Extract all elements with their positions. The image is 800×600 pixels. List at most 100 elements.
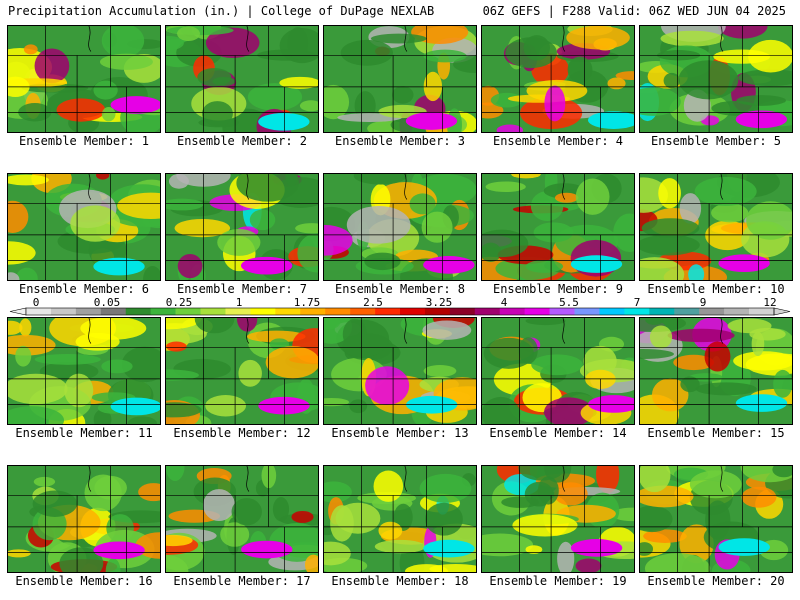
member-map-panel: [323, 465, 477, 573]
state-boundaries: [166, 26, 318, 132]
member-map-panel: [7, 465, 161, 573]
state-boundaries: [8, 26, 160, 132]
colorbar-segment: [300, 308, 326, 315]
member-label: Ensemble Member: 5: [650, 134, 782, 148]
precip-blob: [105, 558, 121, 572]
precip-blob: [247, 83, 303, 111]
precip-blob: [423, 49, 467, 63]
member-map-panel: [639, 317, 793, 425]
colorbar-segment: [100, 308, 127, 315]
heavy-precip-band: [110, 96, 160, 114]
state-boundaries: [640, 318, 792, 424]
colorbar-segment: [225, 308, 251, 315]
colorbar-tick-label: 0.25: [166, 296, 193, 309]
heavy-precip-band: [258, 112, 310, 131]
precip-field-map: [640, 318, 792, 424]
precip-blob: [205, 27, 260, 58]
precip-blob: [483, 337, 534, 369]
precip-blob: [272, 497, 290, 522]
precip-blob: [166, 402, 202, 418]
precip-blob: [393, 503, 413, 531]
precip-blob: [236, 174, 299, 202]
precip-blob: [679, 193, 702, 224]
precip-blob: [419, 473, 472, 503]
precip-blob: [304, 554, 318, 572]
precip-blob: [143, 265, 160, 280]
member-label: Ensemble Member: 16: [15, 574, 153, 588]
precip-blob: [640, 349, 674, 360]
member-map-panel: [165, 317, 319, 425]
precip-blob: [364, 252, 401, 271]
precip-blob: [423, 71, 443, 102]
member-map-panel: [639, 25, 793, 133]
heavy-precip-band: [405, 112, 458, 130]
precip-blob: [424, 502, 463, 536]
colorbar-left-arrow: [9, 307, 27, 316]
state-boundaries: [324, 26, 476, 132]
precip-blob: [138, 483, 160, 502]
colorbar-tick-label: 1.75: [294, 296, 321, 309]
colorbar-tick-label: 3.25: [426, 296, 453, 309]
heavy-precip-band: [735, 394, 788, 412]
precip-field-map: [166, 174, 318, 280]
state-boundaries: [640, 174, 792, 280]
precip-blob: [99, 53, 153, 70]
precip-blob: [736, 95, 786, 106]
heavy-precip-band: [588, 111, 634, 129]
heavy-precip-band: [241, 540, 293, 559]
state-boundaries: [640, 466, 792, 572]
precip-blob: [615, 71, 634, 80]
heavy-precip-band: [735, 110, 788, 129]
precip-blob: [663, 72, 680, 89]
precip-blob: [373, 470, 404, 502]
precip-blob: [342, 318, 367, 350]
precip-blob: [640, 234, 700, 256]
colorbar-segment: [499, 308, 525, 315]
heavy-precip-band: [423, 539, 475, 558]
colorbar-segment: [200, 308, 226, 315]
member-label: Ensemble Member: 20: [647, 574, 785, 588]
member-label: Ensemble Member: 12: [173, 426, 311, 440]
member-label: Ensemble Member: 11: [15, 426, 153, 440]
colorbar-tick-label: 0: [33, 296, 40, 309]
precip-blob: [482, 533, 534, 557]
heavy-precip-band: [588, 395, 634, 413]
precip-blob: [287, 27, 309, 60]
precip-blob: [531, 354, 583, 376]
precip-blob: [75, 332, 120, 351]
precip-blob: [673, 354, 715, 371]
member-label: Ensemble Member: 13: [331, 426, 469, 440]
precip-blob: [295, 223, 318, 234]
precip-blob: [640, 87, 681, 116]
precip-blob: [733, 351, 792, 371]
precip-blob: [291, 510, 314, 523]
member-map-panel: [7, 317, 161, 425]
precip-field-map: [482, 466, 634, 572]
member-map-panel: [165, 173, 319, 281]
colorbar-segment: [574, 308, 600, 315]
member-label: Ensemble Member: 14: [489, 426, 627, 440]
precip-field-map: [166, 26, 318, 132]
precip-blob: [370, 33, 427, 44]
precip-blob: [220, 522, 250, 547]
precip-blob: [511, 174, 541, 179]
colorbar-segment: [275, 308, 301, 315]
precip-blob: [238, 359, 262, 387]
precip-blob: [8, 549, 31, 558]
colorbar-segment: [424, 308, 451, 315]
precip-blob: [32, 490, 78, 517]
precip-blob: [711, 203, 749, 223]
member-label: Ensemble Member: 3: [334, 134, 466, 148]
precip-blob: [607, 77, 626, 90]
precip-blob: [101, 26, 145, 58]
heavy-precip-band: [570, 539, 623, 557]
precip-blob: [8, 373, 68, 405]
precip-blob: [324, 84, 350, 120]
precip-blob: [482, 102, 504, 119]
colorbar-segment: [449, 308, 476, 315]
precip-blob: [746, 201, 792, 240]
precip-blob: [773, 369, 792, 398]
precip-blob: [324, 541, 351, 566]
precip-blob: [525, 260, 564, 273]
precip-blob: [523, 35, 551, 61]
